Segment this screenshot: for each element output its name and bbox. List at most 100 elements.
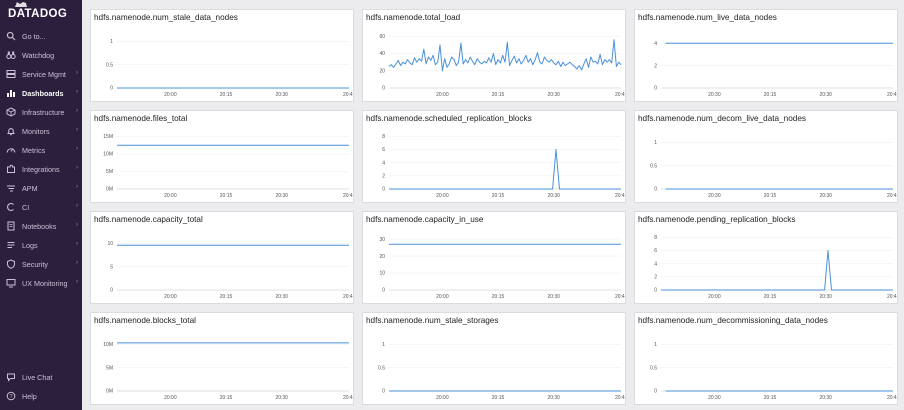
y-tick-label: 0.5: [650, 365, 657, 371]
chart-capacity-total: 0 5 10 20:00 20:15 20:30 20:4: [107, 241, 353, 300]
x-tick-label: 20:15: [220, 294, 233, 300]
help-icon: ?: [6, 391, 16, 401]
nav-item-label: Logs: [22, 241, 38, 250]
widget-blocks-total[interactable]: 0M 5M 10M 20:00 20:15 20:30 20:4 hdfs.namenode.…: [90, 312, 354, 405]
nav-item-apm[interactable]: APM ›: [0, 180, 82, 197]
widget-num-stale-data-nodes[interactable]: 0 0.5 1 20:00 20:15 20:30 20:4 hdfs.namenode.nu…: [90, 9, 354, 102]
widget-title: hdfs.namenode.total_load: [366, 13, 461, 22]
chevron-right-icon: ›: [76, 89, 78, 95]
widget-title: hdfs.namenode.files_total: [94, 114, 188, 123]
y-tick-label: 0: [382, 288, 385, 294]
nav-item-label: Service Mgmt: [22, 70, 66, 79]
x-tick-label: 20:30: [708, 92, 721, 98]
x-tick-label: 20:4: [343, 92, 353, 98]
gauge-icon: [6, 145, 16, 155]
x-tick-label: 20:30: [547, 294, 560, 300]
nav-item-security[interactable]: Security ›: [0, 256, 82, 273]
x-tick-label: 20:4: [887, 395, 897, 401]
nav-item-metrics[interactable]: Metrics ›: [0, 142, 82, 159]
nav-item-go-to[interactable]: Go to...: [0, 28, 82, 45]
chat-icon: [6, 372, 16, 382]
widget-num-decommissioning-data-nodes[interactable]: 0 0.5 1 20:30 20:15 20:30 20:4 hdfs.namenode.nu…: [634, 312, 898, 405]
nav-item-live-chat[interactable]: Live Chat: [0, 369, 82, 386]
chevron-right-icon: ›: [76, 127, 78, 133]
x-tick-label: 20:30: [819, 395, 832, 401]
y-tick-label: 0: [382, 389, 385, 395]
y-tick-label: 0M: [106, 187, 113, 193]
x-tick-label: 20:30: [275, 294, 288, 300]
nav-item-infrastructure[interactable]: Infrastructure ›: [0, 104, 82, 121]
widget-total-load[interactable]: 0 20 40 60 20:00 20:15 20:30 20:4 hdfs.namenode.…: [362, 9, 626, 102]
widget-title: hdfs.namenode.num_decommissioning_data_n…: [638, 316, 828, 325]
dashboard-grid: 0 0.5 1 20:00 20:15 20:30 20:4 hdfs.namenode.nu…: [82, 0, 904, 410]
widget-num-stale-storages[interactable]: 0 0.5 1 20:00 20:15 20:30 20:4 hdfs.namenode.nu…: [362, 312, 626, 405]
widget-title: hdfs.namenode.num_decom_live_data_nodes: [638, 114, 806, 123]
widget-num-live-data-nodes[interactable]: 0 2 4 20:30 20:15 20:30 20:4 hdfs.namenode.num_…: [634, 9, 898, 102]
x-tick-label: 20:00: [708, 294, 721, 300]
widget-scheduled-replication-blocks[interactable]: 0 2 4 6 8 20:00 20:15 20:30 20:4 hdfs.namenode.sc…: [362, 110, 626, 203]
nav-item-ci[interactable]: CI ›: [0, 199, 82, 216]
y-tick-label: 6: [654, 248, 657, 254]
nav-item-label: Notebooks: [22, 222, 57, 231]
y-tick-label: 8: [654, 235, 657, 241]
binoculars-icon: [6, 50, 16, 60]
nav-item-label: Infrastructure: [22, 108, 65, 117]
nav-item-watchdog[interactable]: Watchdog: [0, 47, 82, 64]
search-icon: [6, 31, 16, 41]
y-tick-label: 6: [382, 147, 385, 153]
widget-num-decom-live-data-nodes[interactable]: 0 0.5 1 20:30 20:15 20:30 20:4 hdfs.namenode.nu…: [634, 110, 898, 203]
x-tick-label: 20:00: [164, 92, 177, 98]
chevron-right-icon: ›: [76, 241, 78, 247]
x-tick-label: 20:30: [708, 395, 721, 401]
nav-item-label: Help: [22, 392, 37, 401]
datadog-logo[interactable]: DATADOG: [0, 0, 82, 26]
y-tick-label: 0.5: [650, 163, 657, 169]
x-tick-label: 20:00: [164, 294, 177, 300]
y-tick-label: 20: [379, 254, 385, 260]
widget-capacity-total[interactable]: 0 5 10 20:00 20:15 20:30 20:4 hdfs.namenode.cap…: [90, 211, 354, 304]
y-tick-label: 5: [110, 264, 113, 270]
x-tick-label: 20:30: [819, 92, 832, 98]
y-tick-label: 1: [654, 342, 657, 348]
nav-item-logs[interactable]: Logs ›: [0, 237, 82, 254]
ci-icon: [6, 202, 16, 212]
chevron-right-icon: ›: [76, 222, 78, 228]
nav-item-help[interactable]: ? Help: [0, 388, 82, 405]
chart-files-total: 0M 5M 10M 15M 20:00 20:15 20:30 20:4: [103, 134, 353, 199]
nav-item-ux-monitoring[interactable]: UX Monitoring ›: [0, 275, 82, 292]
x-tick-label: 20:15: [764, 395, 777, 401]
chart-scheduled-replication-blocks: 0 2 4 6 8 20:00 20:15 20:30 20:4: [382, 134, 625, 199]
nav-item-notebooks[interactable]: Notebooks ›: [0, 218, 82, 235]
x-tick-label: 20:4: [343, 294, 353, 300]
y-tick-label: 10: [379, 271, 385, 277]
y-tick-label: 0: [382, 187, 385, 193]
widget-capacity-in-use[interactable]: 0 10 20 30 20:00 20:15 20:30 20:4 hdfs.namenode.…: [362, 211, 626, 304]
widget-pending-replication-blocks[interactable]: 0 2 4 6 8 20:00 20:15 20:30 20:4 hdfs.namenode.pe…: [634, 211, 898, 304]
shield-icon: [6, 259, 16, 269]
x-tick-label: 20:30: [819, 294, 832, 300]
chart-num-live-data-nodes: 0 2 4 20:30 20:15 20:30 20:4: [654, 41, 897, 98]
x-tick-label: 20:00: [436, 193, 449, 199]
widget-title: hdfs.namenode.scheduled_replication_bloc…: [366, 114, 532, 123]
nav-item-integrations[interactable]: Integrations ›: [0, 161, 82, 178]
y-tick-label: 5M: [106, 365, 113, 371]
chevron-right-icon: ›: [76, 70, 78, 76]
y-tick-label: 1: [382, 342, 385, 348]
x-tick-label: 20:15: [492, 294, 505, 300]
x-tick-label: 20:15: [764, 193, 777, 199]
nav-item-service-mgmt[interactable]: Service Mgmt ›: [0, 66, 82, 83]
nav-item-dashboards[interactable]: Dashboards ›: [0, 85, 82, 102]
bell-icon: [6, 126, 16, 136]
nav-item-monitors[interactable]: Monitors ›: [0, 123, 82, 140]
y-tick-label: 0M: [106, 389, 113, 395]
x-tick-label: 20:15: [492, 92, 505, 98]
sidebar-nav: DATADOG Go to... Watchdog Service Mgmt › Das…: [0, 0, 82, 410]
x-tick-label: 20:00: [436, 395, 449, 401]
chart-num-decom-live-data-nodes: 0 0.5 1 20:30 20:15 20:30 20:4: [650, 140, 897, 199]
server-icon: [6, 69, 16, 79]
x-tick-label: 20:4: [887, 92, 897, 98]
x-tick-label: 20:4: [343, 395, 353, 401]
x-tick-label: 20:15: [220, 395, 233, 401]
widget-files-total[interactable]: 0M 5M 10M 15M 20:00 20:15 20:30 20:4 hdfs.nameno…: [90, 110, 354, 203]
chart-blocks-total: 0M 5M 10M 20:00 20:15 20:30 20:4: [103, 342, 353, 401]
